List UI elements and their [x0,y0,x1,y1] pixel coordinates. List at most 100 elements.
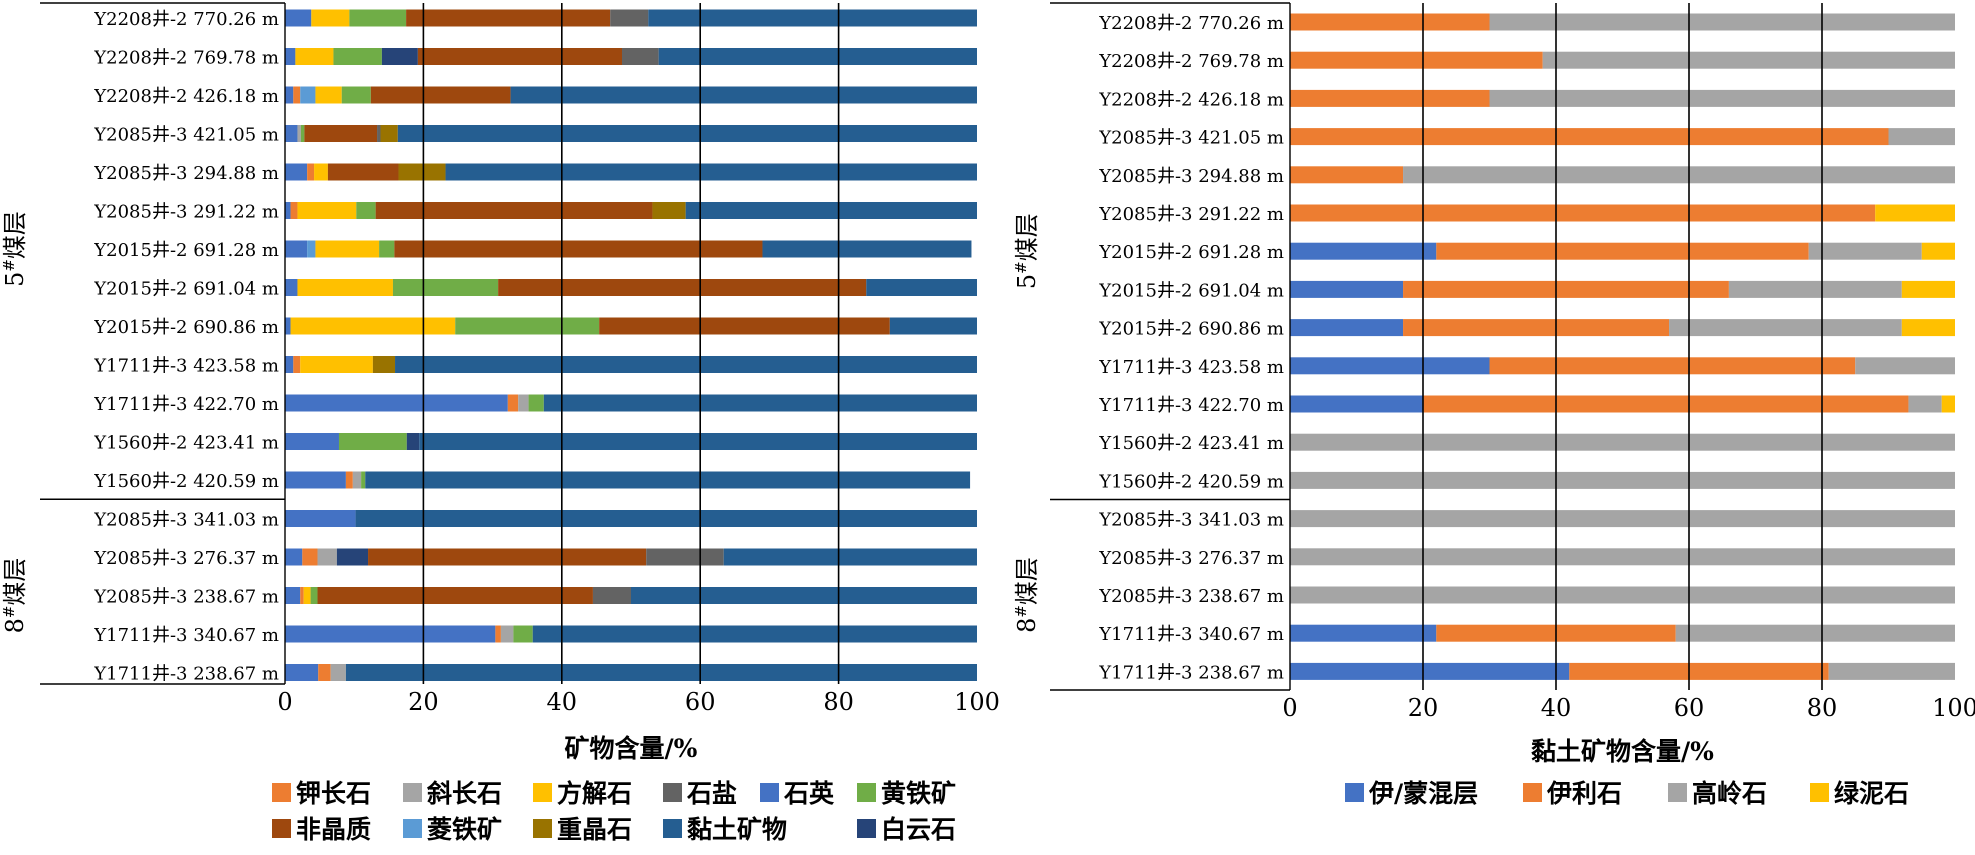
group-label-sup: # [0,606,18,619]
bar-segment [1489,13,1955,31]
bar-segment [300,86,316,104]
bar-segment [285,317,291,335]
legend-swatch [272,783,291,802]
bar-segment [1808,242,1922,260]
bar-segment [315,86,342,104]
bar-segment [646,548,724,566]
bar-segment [327,163,399,181]
category-label: Y2085井-3 238.67 m [93,587,279,608]
bar-segment [338,433,407,450]
bar-segment [1403,166,1955,184]
bar-segment [658,48,977,65]
bar-segment [1290,662,1570,680]
bar-segment [1901,319,1955,337]
legend-item: 白云石 [857,815,956,844]
bar-segment [1675,624,1955,642]
bar-segment [395,356,977,373]
bar-segment [1290,433,1955,451]
bar-segment [528,394,544,412]
group-label: 8#煤层 [0,558,29,634]
group-label-number: 5 [1013,274,1041,289]
bar-segment [1403,319,1670,337]
bar-segment [1423,395,1909,413]
legend-label: 伊利石 [1546,779,1622,808]
bar-segment [297,202,357,219]
group-label: 8#煤层 [1012,557,1041,633]
bar-segment [330,664,346,681]
bar-segment [307,163,315,181]
bar-segment [419,433,977,450]
legend-item: 石盐 [663,779,737,808]
category-labels: Y2208井-2 770.26 m Y2208井-2 769.78 m Y2208井… [1098,13,1284,683]
bar-segment [300,125,305,142]
category-label: Y2085井-3 294.88 m [1098,166,1284,187]
x-tick-label: 60 [1674,694,1705,722]
legend-item: 伊利石 [1523,779,1622,808]
bar-segment [394,240,763,258]
legend-label: 重晶石 [557,815,632,844]
gridlines [422,3,840,684]
bar-segment [310,587,318,604]
bar-segment [889,317,977,335]
bar-segment [285,125,298,142]
bar-segment [377,125,381,142]
bar-segment [762,240,972,258]
bar-segment [285,433,339,450]
category-label: Y2015井-2 691.28 m [93,240,279,261]
x-tick-label: 40 [547,688,578,716]
legend-item: 重晶石 [533,815,632,844]
bar-segment [311,9,350,27]
category-label: Y2085井-3 294.88 m [93,163,279,184]
category-label: Y2085井-3 341.03 m [1098,510,1284,531]
bar-segment [285,9,312,27]
legend-label: 斜长石 [426,779,502,808]
bar-segment [1542,51,1955,69]
legend-label: 石盐 [686,779,737,808]
bar-segment [302,548,318,566]
bar-segment [495,625,501,643]
legend-swatch [533,819,552,838]
bar-segment [648,9,977,27]
bar-segment [518,394,529,412]
bar-segment [375,202,653,219]
group-label-text: 煤层 [1013,213,1041,261]
legend-swatch [1810,783,1829,802]
legend-label: 白云石 [881,815,956,844]
group-label-text: 煤层 [1,211,29,259]
bar-segment [417,48,622,65]
bar-segment [866,279,977,296]
bar-segment [1489,89,1955,107]
legend-label: 黄铁矿 [881,779,956,808]
bar-segment [1290,510,1955,528]
bar-segment [513,625,533,643]
category-label: Y1711井-3 340.67 m [93,625,279,646]
legend-swatch [663,819,682,838]
x-tick-labels: 0 20 40 60 80 100 [277,688,1000,716]
bar-segment [1290,204,1876,222]
bar-segment [723,548,977,566]
group-label-sup: # [1012,605,1030,618]
bar-segment [622,48,659,65]
legend-label: 方解石 [557,779,632,808]
bar-segment [285,163,308,181]
bar-segment [285,240,308,258]
legend-label: 黏土矿物 [687,815,787,844]
bar-segment [1728,280,1902,298]
category-label: Y1560井-2 423.41 m [1098,433,1284,454]
category-label: Y2085井-3 341.03 m [93,510,279,531]
bar-segment [498,279,867,296]
bar-segment [285,394,508,412]
category-label: Y1711井-3 238.67 m [1098,662,1284,683]
bar-segment [300,587,304,604]
bar-segment [365,471,971,489]
category-label: Y2208井-2 769.78 m [1098,51,1284,72]
bar-segment [295,48,334,65]
bar-segment [285,279,298,296]
bar-segment [1290,166,1404,184]
legend-swatch [403,819,422,838]
bar-segment [293,86,301,104]
chart-1: Y2208井-2 770.26 m Y2208井-2 769.78 m Y2208井… [0,2,1000,844]
x-axis-title: 矿物含量/% [565,734,698,763]
bar-segment [500,625,514,643]
category-label: Y2085井-3 291.22 m [1098,204,1284,225]
